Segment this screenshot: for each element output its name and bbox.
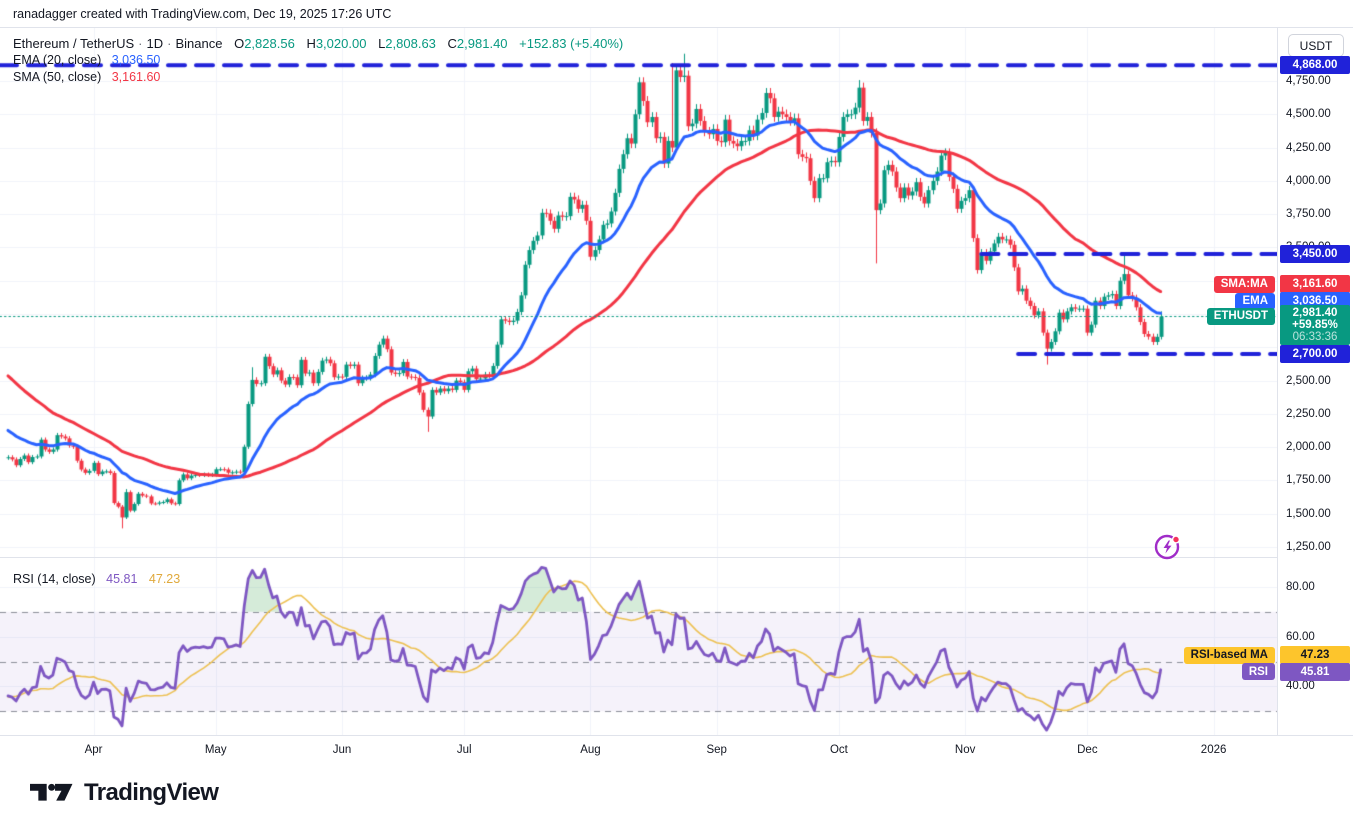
tradingview-logo-mark xyxy=(30,783,73,801)
time-axis-label: Sep xyxy=(706,744,727,756)
time-axis-label: Aug xyxy=(580,744,601,756)
price-tick-label: 2,000.00 xyxy=(1286,441,1331,454)
price-tick-label: 4,500.00 xyxy=(1286,108,1331,121)
open-letter: O xyxy=(234,36,245,51)
close-value: 2,981.40 xyxy=(456,36,508,51)
rsi-tick-label: 40.00 xyxy=(1286,680,1315,693)
last-price-value: 2,981.40 xyxy=(1292,307,1338,320)
rsi-tag: RSI xyxy=(1241,663,1275,681)
symbol-tag: ETHUSDT xyxy=(1206,307,1275,325)
last-price-change: +59.85% xyxy=(1292,319,1338,332)
close-letter: C xyxy=(447,36,457,51)
price-tick-label: 2,500.00 xyxy=(1286,374,1331,387)
sma-legend-row: SMA (50, close) 3,161.60 xyxy=(13,69,623,86)
time-axis[interactable]: Apr May Jun Jul Aug Sep Oct Nov Dec 2026 xyxy=(0,735,1353,765)
level-badge-2700: 2,700.00 xyxy=(1280,344,1350,363)
symbol-title[interactable]: Ethereum / TetherUS xyxy=(13,36,135,51)
time-axis-label: Jul xyxy=(456,744,472,756)
time-axis-label: Apr xyxy=(84,744,103,756)
interval-label[interactable]: 1D xyxy=(146,36,164,51)
high-letter: H xyxy=(306,36,316,51)
symbol-legend: Ethereum / TetherUS · 1D · Binance O2,828.56… xyxy=(13,35,623,86)
time-axis-label: 2026 xyxy=(1200,744,1227,756)
time-axis-label: Jun xyxy=(332,744,352,756)
symbol-row: Ethereum / TetherUS · 1D · Binance O2,828.56… xyxy=(13,35,623,52)
high-value: 3,020.00 xyxy=(315,36,367,51)
bar-countdown: 06:33:36 xyxy=(1292,331,1338,344)
price-tick-label: 1,500.00 xyxy=(1286,507,1331,520)
ema-legend-value: 3,036.50 xyxy=(111,53,161,67)
rsi-legend-value: 45.81 xyxy=(106,572,138,586)
rsi-legend: RSI (14, close) 45.81 47.23 xyxy=(13,572,180,586)
ema-tag: EMA xyxy=(1235,292,1275,310)
rsi-ma-tag: RSI-based MA xyxy=(1183,646,1275,664)
sma-price-badge: 3,161.60 xyxy=(1280,275,1350,294)
tradingview-logo-text: TradingView xyxy=(84,779,219,806)
price-tick-label: 1,750.00 xyxy=(1286,474,1331,487)
time-axis-label: Dec xyxy=(1077,744,1098,756)
exchange-label[interactable]: Binance xyxy=(175,36,223,51)
price-tick-label: 1,250.00 xyxy=(1286,540,1331,553)
low-value: 2,808.63 xyxy=(385,36,436,51)
legend-separator: · xyxy=(167,36,172,51)
ema-legend-label[interactable]: EMA (20, close) xyxy=(13,53,102,67)
rsi-tick-label: 60.00 xyxy=(1286,630,1315,643)
level-badge-4868: 4,868.00 xyxy=(1280,56,1350,75)
lightning-indicator-icon[interactable] xyxy=(1152,531,1184,563)
last-price-badge: 2,981.40 +59.85% 06:33:36 xyxy=(1280,305,1350,346)
sma-legend-label[interactable]: SMA (50, close) xyxy=(13,70,102,84)
price-tick-label: 4,000.00 xyxy=(1286,174,1331,187)
time-axis-label: Oct xyxy=(829,744,848,756)
sma-legend-value: 3,161.60 xyxy=(111,70,161,84)
pane-separator[interactable] xyxy=(0,557,1277,558)
price-tick-label: 3,750.00 xyxy=(1286,208,1331,221)
rsi-ma-legend-value: 47.23 xyxy=(148,572,181,586)
chart-canvas[interactable] xyxy=(0,28,1277,735)
open-value: 2,828.56 xyxy=(244,36,295,51)
ema-legend-row: EMA (20, close) 3,036.50 xyxy=(13,52,623,69)
rsi-ma-value-badge: 47.23 xyxy=(1280,646,1350,665)
price-tick-label: 4,750.00 xyxy=(1286,75,1331,87)
legend-separator: · xyxy=(138,36,143,51)
sma-tag: SMA:MA xyxy=(1213,275,1275,293)
rsi-tick-label: 80.00 xyxy=(1286,580,1315,593)
rsi-value-badge: 45.81 xyxy=(1280,662,1350,681)
price-tick-label: 4,250.00 xyxy=(1286,141,1331,154)
low-letter: L xyxy=(378,36,386,51)
price-tick-label: 2,250.00 xyxy=(1286,407,1331,420)
level-badge-3450: 3,450.00 xyxy=(1280,245,1350,264)
price-axis[interactable]: USDT 4,868.00 3,450.00 2,700.00 3,161.60… xyxy=(1277,28,1353,735)
page-footer: TradingView xyxy=(0,765,1353,823)
currency-toggle-button[interactable]: USDT xyxy=(1288,34,1344,57)
time-axis-label: May xyxy=(204,744,227,756)
rsi-legend-label[interactable]: RSI (14, close) xyxy=(13,572,96,586)
change-value: +152.83 (+5.40%) xyxy=(519,36,624,51)
chart-area: Ethereum / TetherUS · 1D · Binance O2,828.56… xyxy=(0,28,1353,765)
time-axis-label: Nov xyxy=(954,744,976,756)
tradingview-logo[interactable]: TradingView xyxy=(30,779,219,807)
attribution-text: ranadagger created with TradingView.com,… xyxy=(0,0,1353,28)
